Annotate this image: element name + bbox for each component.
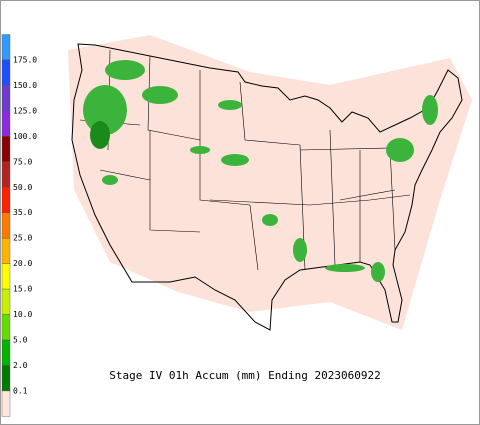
legend-swatch [1, 110, 11, 137]
precip-area [262, 214, 278, 226]
precip-area [293, 238, 307, 262]
legend-swatch [1, 59, 11, 86]
legend-swatch [1, 161, 11, 188]
map [68, 35, 472, 331]
legend-label: 35.0 [13, 208, 32, 217]
legend: 175.0 150.0 125.0 100.0 75.0 50.0 35.0 25.0 20.0… [1, 34, 37, 417]
legend-label: 10.0 [13, 310, 32, 319]
legend-label: 100.0 [13, 132, 37, 141]
legend-label: 150.0 [13, 81, 37, 90]
precip-area [102, 175, 118, 185]
legend-label: 0.1 [13, 386, 28, 395]
legend-label: 25.0 [13, 234, 32, 243]
legend-swatch [1, 288, 11, 315]
legend-label: 125.0 [13, 106, 37, 115]
legend-swatch [1, 365, 11, 392]
legend-label: 20.0 [13, 259, 32, 268]
us-outline [71, 43, 463, 331]
legend-swatch [1, 85, 11, 112]
precip-area [105, 60, 145, 80]
legend-swatch [1, 390, 11, 417]
precip-area [386, 138, 414, 162]
precip-area [325, 264, 365, 272]
caption: Stage IV 01h Accum (mm) Ending 202306092… [109, 369, 381, 382]
legend-label: 5.0 [13, 336, 28, 345]
precip-area [422, 95, 438, 125]
precip-area [142, 86, 178, 104]
precip-area [218, 100, 242, 110]
legend-swatch [1, 237, 11, 264]
legend-swatch [1, 212, 11, 239]
legend-swatch [1, 263, 11, 290]
legend-label: 175.0 [13, 55, 37, 64]
radar-coverage [68, 35, 472, 330]
precip-area [83, 85, 127, 135]
legend-swatch [1, 187, 11, 213]
precip-area [190, 146, 210, 154]
legend-label: 15.0 [13, 285, 32, 294]
legend-swatch [1, 339, 11, 366]
precip-area [221, 154, 249, 166]
precip-area [371, 262, 385, 282]
legend-label: 2.0 [13, 361, 28, 370]
legend-swatch [1, 34, 11, 61]
legend-swatch [1, 136, 11, 162]
legend-swatch [1, 314, 11, 341]
precip-area [90, 121, 110, 149]
legend-label: 75.0 [13, 157, 32, 166]
legend-label: 50.0 [13, 183, 32, 192]
